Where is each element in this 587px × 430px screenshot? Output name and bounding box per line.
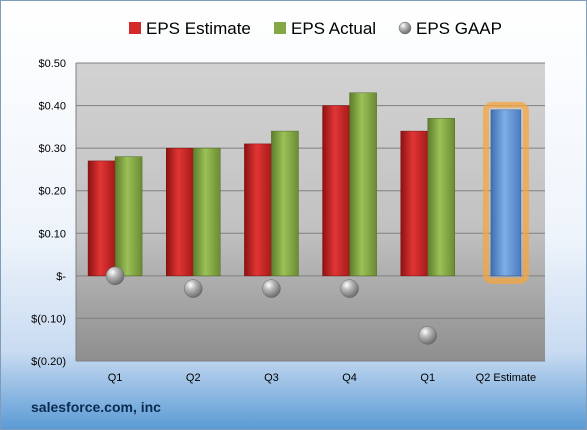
legend-label: EPS Actual (291, 19, 376, 38)
x-axis: Q1 Q2 Q3 Q4 Q1 Q2 Estimate (108, 372, 536, 384)
x-tick-label: Q1 (108, 372, 123, 384)
company-name: salesforce.com, inc (31, 399, 161, 415)
eps-estimate-bar (322, 105, 350, 277)
gridlines (76, 62, 545, 362)
y-tick-label: $0.40 (38, 101, 66, 113)
eps-actual-bar (349, 92, 377, 277)
legend-swatch (129, 22, 141, 34)
y-axis: $0.50 $0.40 $0.30 $0.20 $0.10 $- $(0.10) $(0.20… (31, 58, 77, 368)
eps-gaap-point (340, 279, 359, 298)
eps-gaap-point (262, 279, 281, 298)
y-tick-label: $0.20 (38, 186, 66, 198)
legend-label: EPS GAAP (416, 19, 502, 38)
eps-gaap-point (184, 279, 203, 298)
eps-actual-bar (193, 147, 221, 277)
eps-gaap-point (105, 266, 125, 286)
y-tick-label: $- (56, 271, 66, 283)
legend-label: EPS Estimate (146, 19, 251, 38)
y-tick-label: $(0.20) (31, 356, 66, 368)
x-tick-label: Q1 (420, 372, 435, 384)
y-tick-label: $(0.10) (31, 313, 66, 325)
plot-area (76, 63, 545, 361)
x-tick-label: Q2 (186, 372, 201, 384)
x-tick-label: Q3 (264, 372, 279, 384)
eps-gaap-point (418, 326, 437, 345)
legend: EPS Estimate EPS Actual EPS GAAP (129, 19, 502, 38)
eps-actual-bar (114, 156, 143, 277)
y-tick-label: $0.30 (38, 143, 66, 155)
highlight-glow (482, 101, 529, 284)
legend-swatch (398, 21, 412, 35)
eps-actual-bar (271, 130, 299, 277)
legend-swatch (274, 22, 286, 34)
q2-estimate-bar (490, 109, 522, 277)
chart-marks (87, 92, 529, 345)
eps-estimate-bar (244, 143, 272, 277)
x-tick-label: Q2 Estimate (476, 372, 537, 384)
x-tick-label: Q4 (342, 372, 357, 384)
y-tick-label: $0.10 (38, 228, 66, 240)
eps-estimate-bar (400, 130, 428, 277)
y-tick-label: $0.50 (38, 58, 66, 70)
eps-actual-bar (427, 118, 455, 277)
eps-estimate-bar (166, 147, 194, 277)
eps-estimate-bar (87, 160, 116, 277)
